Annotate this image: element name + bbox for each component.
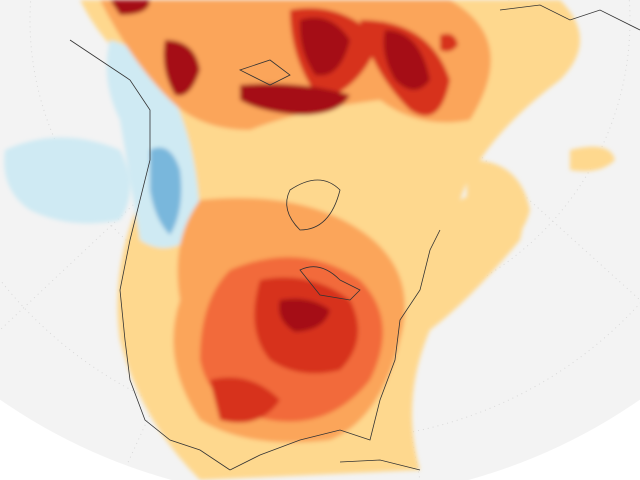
anomaly-warm [466, 160, 530, 250]
anomaly-extreme [240, 83, 350, 115]
coastline [499, 4, 640, 31]
anomaly-very-hot [210, 377, 280, 423]
coastline [286, 179, 341, 231]
anomaly-cold [150, 147, 182, 235]
anomaly-extreme [163, 40, 200, 96]
coastline [339, 459, 421, 471]
anomaly-extreme [110, 0, 150, 15]
coastlines [69, 4, 640, 471]
coastline [229, 229, 441, 471]
coastline [238, 59, 291, 86]
anomaly-extreme [299, 17, 350, 76]
anomaly-extreme [279, 298, 330, 332]
anomaly-cool [4, 137, 130, 224]
anomaly-warm [570, 146, 615, 172]
anomaly-very-hot [440, 33, 458, 52]
coastline [299, 266, 361, 301]
anomaly-extreme [383, 30, 430, 90]
coastline [69, 39, 231, 471]
